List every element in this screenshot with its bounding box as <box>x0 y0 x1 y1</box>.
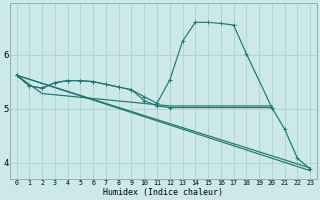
X-axis label: Humidex (Indice chaleur): Humidex (Indice chaleur) <box>103 188 223 197</box>
